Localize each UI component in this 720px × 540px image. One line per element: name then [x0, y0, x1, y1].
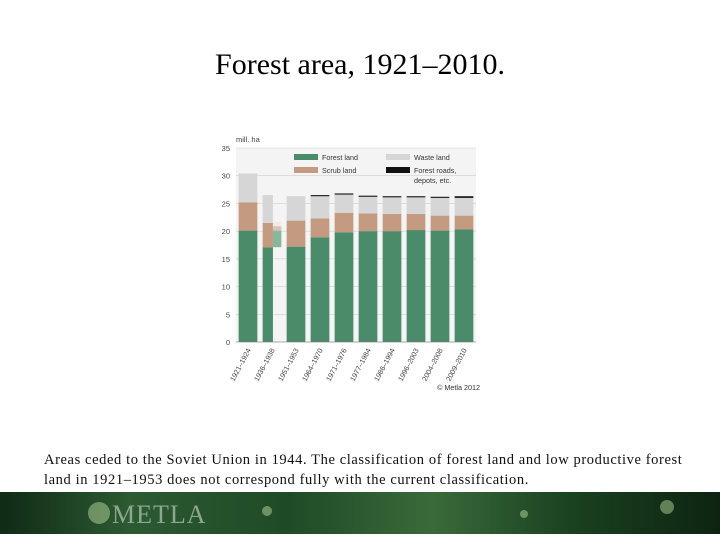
y-tick-label: 0	[226, 338, 230, 347]
legend-swatch	[386, 154, 410, 160]
bar-scrub-land	[310, 218, 330, 238]
bar-scrub-land	[358, 213, 378, 232]
y-tick-label: 20	[222, 227, 230, 236]
legend-label: Scrub land	[322, 166, 356, 175]
bar-waste-land	[262, 195, 273, 223]
bar-ceded-scrub-land	[272, 226, 282, 231]
bar-scrub-land	[430, 215, 450, 231]
bar-forest-land	[454, 229, 474, 342]
bar-forest-roads	[430, 196, 450, 198]
legend-swatch	[386, 167, 410, 173]
x-tick-label: 1964–1970	[300, 347, 325, 383]
x-tick-label: 2004–2008	[420, 347, 445, 383]
forest-area-chart: 0 5 10 15 20 25 30 35 mill. ha 1921–1924 1936–1938…	[214, 128, 486, 398]
bar-forest-land	[310, 237, 330, 342]
bokeh-decoration	[520, 510, 528, 518]
bar-forest-roads	[382, 196, 402, 198]
bar-scrub-land	[238, 202, 258, 231]
bar-scrub-land	[262, 222, 273, 248]
bar-scrub-land	[406, 213, 426, 231]
y-tick-label: 30	[222, 172, 230, 181]
y-axis-label: mill. ha	[236, 135, 261, 144]
bar-waste-land	[406, 197, 426, 214]
x-tick-label: 1996–2003	[396, 347, 421, 383]
bar-waste-land	[310, 196, 330, 219]
bar-waste-land	[430, 197, 450, 216]
chart-svg: 0 5 10 15 20 25 30 35 mill. ha 1921–1924 1936–1938…	[222, 135, 480, 392]
footer-band	[0, 492, 720, 534]
x-tick-label: 1971–1976	[324, 347, 349, 383]
bar-ceded-forest-land	[272, 230, 282, 248]
legend-label: Forest roads, depots, etc.	[414, 166, 456, 185]
bar-waste-land	[358, 196, 378, 214]
legend-swatch	[294, 167, 318, 173]
bar-forest-roads	[358, 195, 378, 197]
bar-forest-land	[262, 247, 273, 342]
bar-scrub-land	[286, 220, 306, 247]
bar-scrub-land	[334, 212, 354, 233]
legend-label: Forest land	[322, 153, 358, 162]
bar-ceded-waste-land	[272, 221, 282, 227]
bokeh-decoration	[88, 502, 110, 524]
x-tick-label: 1977–1984	[348, 347, 373, 383]
bar-forest-land	[238, 230, 258, 342]
bar-waste-land	[238, 173, 258, 203]
bar-forest-roads	[454, 196, 474, 198]
x-tick-label: 1921–1924	[228, 347, 253, 383]
legend-swatch	[294, 154, 318, 160]
bar-forest-roads	[334, 193, 354, 195]
copyright-label: © Metla 2012	[437, 383, 480, 392]
x-tick-label: 2009–2010	[444, 347, 469, 383]
bar-forest-roads	[310, 195, 330, 197]
y-tick-label: 15	[222, 255, 230, 264]
bar-waste-land	[382, 197, 402, 214]
y-tick-label: 5	[226, 310, 230, 319]
bokeh-decoration	[262, 506, 272, 516]
y-tick-label: 35	[222, 144, 230, 153]
footer-logo: METLA	[112, 500, 207, 529]
bar-scrub-land	[382, 213, 402, 232]
x-tick-label: 1936–1938	[252, 347, 277, 383]
bokeh-decoration	[660, 500, 674, 514]
x-tick-label: 1986–1994	[372, 347, 397, 383]
y-tick-label: 10	[222, 283, 230, 292]
bar-forest-roads	[406, 196, 426, 198]
bar-forest-land	[286, 246, 306, 342]
bar-waste-land	[334, 194, 354, 213]
bar-forest-land	[334, 232, 354, 342]
bar-waste-land	[286, 196, 306, 221]
bar-forest-land	[382, 231, 402, 342]
bar-forest-land	[406, 230, 426, 342]
bar-scrub-land	[454, 215, 474, 230]
bar-forest-land	[430, 230, 450, 342]
bar-waste-land	[454, 197, 474, 216]
legend-label: Waste land	[414, 153, 450, 162]
bar-forest-land	[358, 231, 378, 342]
y-tick-label: 25	[222, 199, 230, 208]
x-tick-label: 1951–1953	[276, 347, 301, 383]
slide-caption: Areas ceded to the Soviet Union in 1944.…	[44, 452, 683, 488]
slide-title: Forest area, 1921–2010.	[215, 48, 505, 81]
